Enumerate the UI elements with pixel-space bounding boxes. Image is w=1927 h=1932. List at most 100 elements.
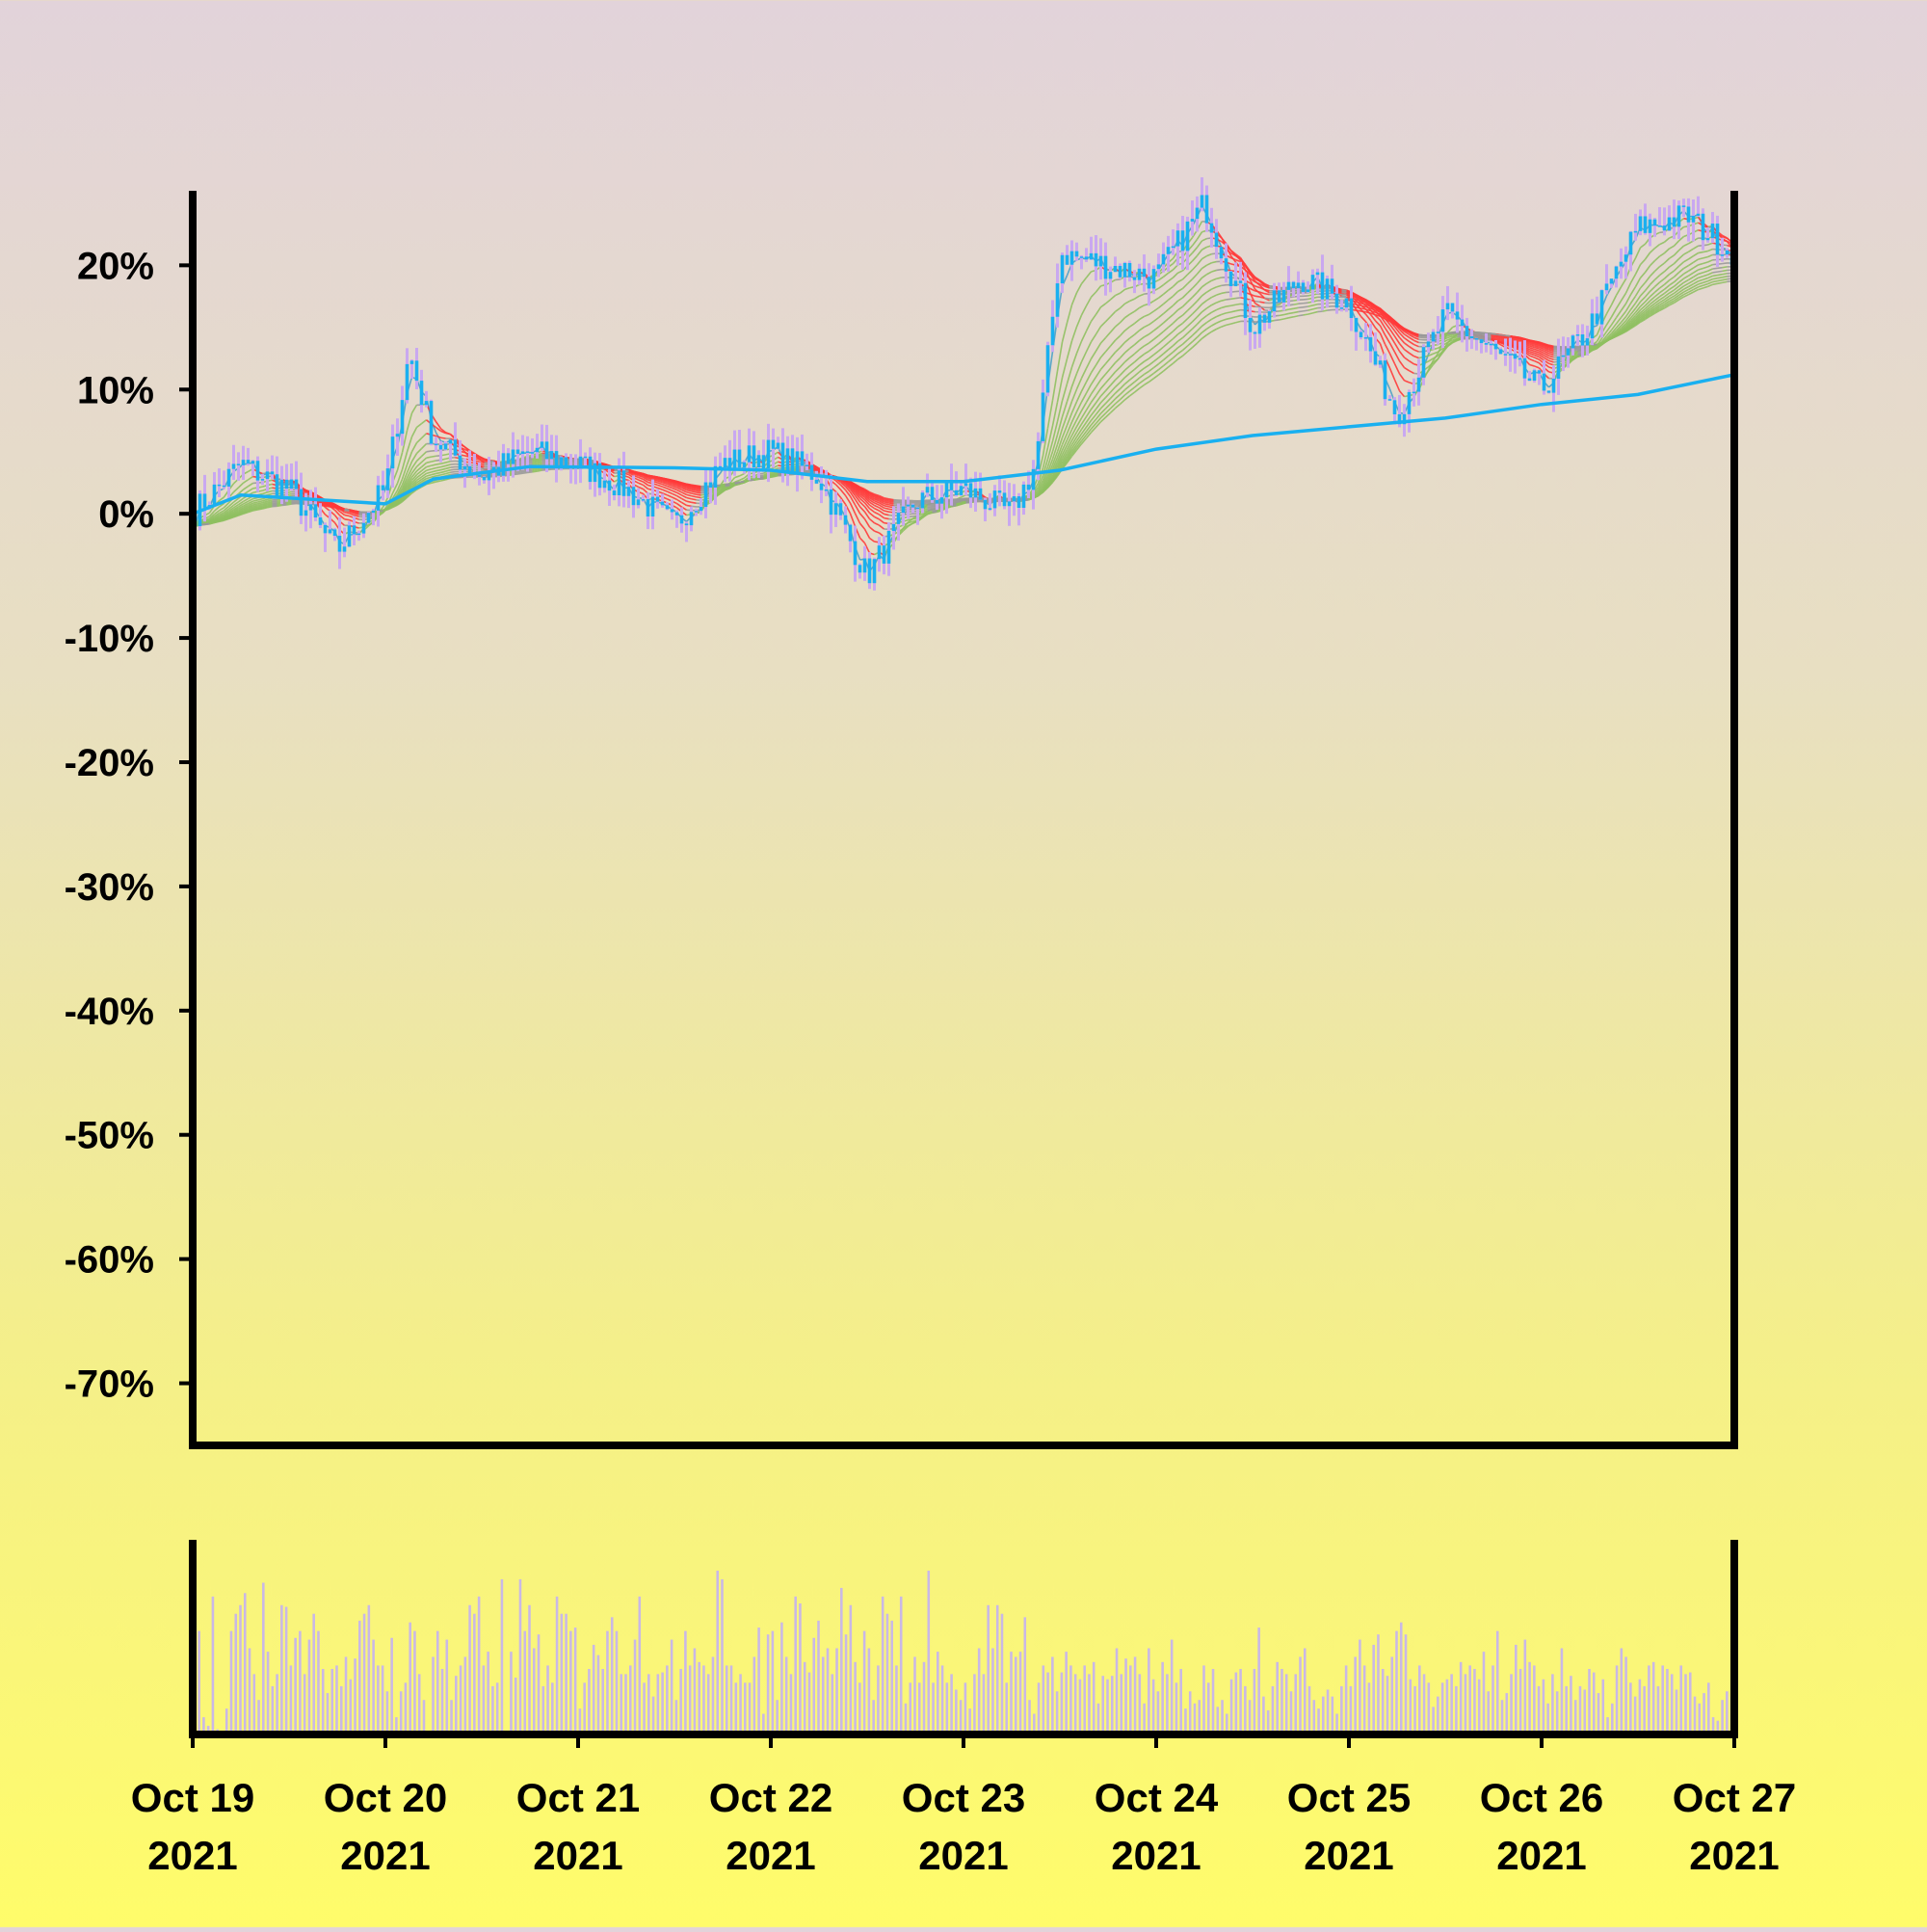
- ribbon-segment: [1125, 338, 1130, 342]
- ribbon-segment: [1207, 312, 1212, 315]
- ribbon-segment: [1708, 273, 1713, 275]
- ribbon-segment: [1405, 338, 1410, 342]
- ribbon-segment: [1694, 253, 1699, 256]
- ribbon-segment: [1405, 343, 1410, 347]
- ribbon-segment: [663, 490, 668, 491]
- ribbon-segment: [1130, 392, 1135, 396]
- ribbon-segment: [1708, 279, 1713, 281]
- ribbon-segment: [1699, 285, 1703, 287]
- ribbon-segment: [1077, 362, 1082, 374]
- ribbon-segment: [1072, 402, 1077, 413]
- ribbon-segment: [1159, 294, 1164, 298]
- ribbon-segment: [1121, 318, 1125, 323]
- ribbon-segment: [1410, 361, 1414, 364]
- ribbon-segment: [1154, 364, 1159, 368]
- ribbon-segment: [1689, 262, 1694, 265]
- ribbon-segment: [1304, 310, 1308, 311]
- ribbon-segment: [1390, 368, 1395, 380]
- ribbon-segment: [1530, 359, 1535, 361]
- ribbon-segment: [1386, 344, 1390, 354]
- ribbon-segment: [668, 479, 673, 480]
- ribbon-segment: [1260, 307, 1265, 308]
- ribbon-segment: [1106, 300, 1111, 304]
- ribbon-segment: [1641, 297, 1646, 302]
- ribbon-segment: [1694, 259, 1699, 262]
- ribbon-segment: [1159, 354, 1164, 357]
- ribbon-segment: [1106, 378, 1111, 384]
- ribbon-segment: [740, 474, 745, 476]
- ribbon-segment: [1159, 331, 1164, 335]
- ribbon-segment: [1207, 326, 1212, 329]
- ribbon-segment: [1077, 315, 1082, 327]
- ribbon-segment: [1174, 301, 1178, 305]
- ribbon-segment: [1198, 312, 1202, 317]
- ribbon-segment: [1111, 362, 1116, 368]
- ribbon-segment: [1708, 260, 1713, 262]
- ribbon-segment: [1116, 400, 1121, 404]
- ribbon-segment: [1198, 326, 1202, 331]
- ribbon-segment: [1183, 302, 1188, 306]
- ribbon-segment: [1077, 283, 1082, 292]
- ribbon-segment: [1145, 334, 1149, 337]
- ribbon-segment: [677, 492, 682, 495]
- ribbon-segment: [1535, 357, 1540, 359]
- ribbon-segment: [1665, 285, 1670, 289]
- ribbon-segment: [1111, 399, 1116, 404]
- ribbon-segment: [1255, 286, 1260, 288]
- ribbon-segment: [1121, 400, 1125, 405]
- ribbon-segment: [1684, 279, 1689, 282]
- ribbon-segment: [1607, 305, 1612, 314]
- ribbon-segment: [1140, 346, 1145, 350]
- ribbon-segment: [1087, 384, 1092, 393]
- ribbon-segment: [1193, 239, 1198, 246]
- ribbon-segment: [1116, 308, 1121, 312]
- ribbon-segment: [1636, 278, 1641, 286]
- ribbon-segment: [884, 498, 889, 499]
- ribbon-segment: [1063, 358, 1068, 378]
- ribbon-segment: [1169, 357, 1174, 361]
- ribbon-segment: [1217, 293, 1222, 295]
- ribbon-segment: [1116, 293, 1121, 295]
- ribbon-segment: [1646, 277, 1650, 283]
- ribbon-segment: [1077, 341, 1082, 354]
- ribbon-segment: [1121, 370, 1125, 375]
- ribbon-segment: [1169, 346, 1174, 350]
- ribbon-segment: [889, 505, 894, 506]
- ribbon-segment: [1111, 393, 1116, 398]
- ribbon-segment: [884, 504, 889, 505]
- ribbon-segment: [1135, 331, 1140, 334]
- ribbon-segment: [1366, 314, 1371, 320]
- ribbon-segment: [1198, 296, 1202, 301]
- ribbon-segment: [1198, 232, 1202, 240]
- ribbon-segment: [1106, 368, 1111, 374]
- ribbon-segment: [1145, 351, 1149, 354]
- ribbon-segment: [1063, 402, 1068, 417]
- ribbon-segment: [1708, 250, 1713, 251]
- ribbon-segment: [875, 523, 880, 525]
- ribbon-segment: [1116, 323, 1121, 327]
- ribbon-segment: [1718, 268, 1723, 269]
- ribbon-segment: [687, 484, 692, 485]
- ribbon-segment: [432, 464, 436, 465]
- ribbon-segment: [1405, 381, 1410, 383]
- ribbon-segment: [875, 505, 880, 507]
- ribbon-segment: [1092, 351, 1096, 358]
- ribbon-segment: [880, 515, 884, 518]
- ribbon-segment: [1125, 385, 1130, 389]
- ribbon-segment: [1178, 306, 1183, 309]
- ribbon-segment: [1188, 270, 1193, 275]
- ribbon-segment: [1174, 327, 1178, 331]
- ribbon-segment: [909, 519, 913, 520]
- ribbon-segment: [1130, 376, 1135, 380]
- ribbon-segment: [1400, 351, 1405, 357]
- ribbon-segment: [1207, 272, 1212, 275]
- ribbon-segment: [884, 511, 889, 512]
- ribbon-segment: [1121, 362, 1125, 367]
- ribbon-segment: [692, 485, 697, 486]
- ribbon-segment: [1145, 365, 1149, 368]
- ribbon-segment: [1718, 275, 1723, 276]
- ribbon-segment: [1650, 287, 1655, 292]
- ribbon-segment: [533, 468, 538, 469]
- ribbon-segment: [1289, 308, 1294, 309]
